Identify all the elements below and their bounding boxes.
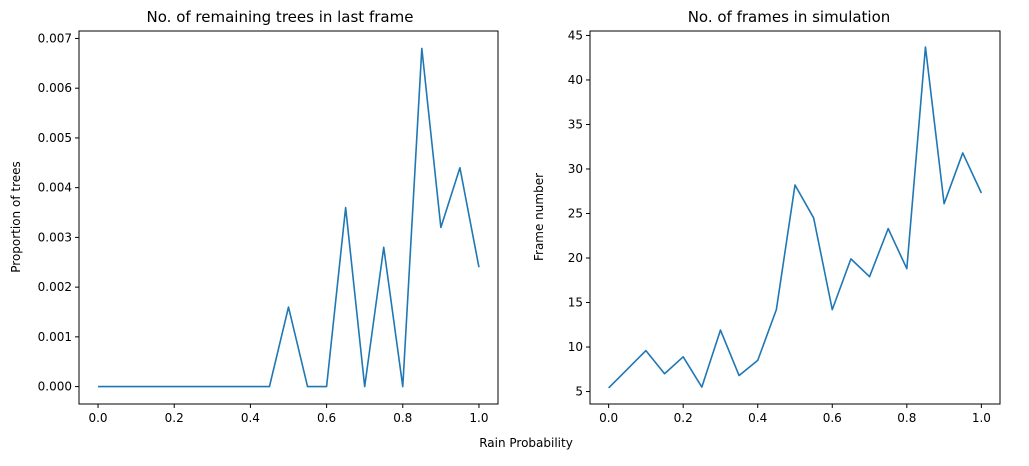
y-tick-label: 0.005 [38,131,72,145]
y-tick-label: 30 [568,162,583,176]
x-tick-label: 0.0 [599,411,618,425]
y-axis-label: Proportion of trees [9,161,23,273]
y-tick-label: 40 [568,73,583,87]
x-tick-label: 0.0 [88,411,107,425]
y-tick-label: 0.002 [38,280,72,294]
y-tick-label: 0.007 [38,31,72,45]
y-tick-label: 5 [575,385,583,399]
x-tick-label: 0.8 [393,411,412,425]
x-tick-label: 0.6 [317,411,336,425]
y-tick-label: 20 [568,251,583,265]
x-tick-label: 1.0 [972,411,991,425]
y-tick-label: 35 [568,117,583,131]
x-tick-label: 0.6 [823,411,842,425]
chart-title: No. of frames in simulation [688,8,891,26]
x-tick-label: 0.2 [165,411,184,425]
x-tick-label: 1.0 [469,411,488,425]
x-tick-label: 0.2 [674,411,693,425]
shared-x-axis-label: Rain Probability [479,436,573,450]
plot-area-frame [589,30,1001,405]
x-tick-label: 0.8 [897,411,916,425]
x-tick-label: 0.4 [241,411,260,425]
y-tick-label: 0.000 [38,380,72,394]
chart-title: No. of remaining trees in last frame [147,8,414,26]
series-line [608,46,983,389]
chart-frames-in-simulation: No. of frames in simulation Frame number… [532,8,1001,425]
series-line [98,47,480,388]
chart-remaining-trees: No. of remaining trees in last frame Pro… [9,8,499,425]
y-tick-label: 0.003 [38,230,72,244]
y-tick-label: 0.006 [38,81,72,95]
y-tick-label: 45 [568,28,583,42]
y-tick-label: 0.001 [38,330,72,344]
y-tick-label: 25 [568,206,583,220]
y-tick-label: 0.004 [38,181,72,195]
x-tick-label: 0.4 [748,411,767,425]
y-tick-label: 15 [568,296,583,310]
y-axis-label: Frame number [532,173,546,261]
y-tick-label: 10 [568,340,583,354]
plot-area-frame [78,30,499,405]
